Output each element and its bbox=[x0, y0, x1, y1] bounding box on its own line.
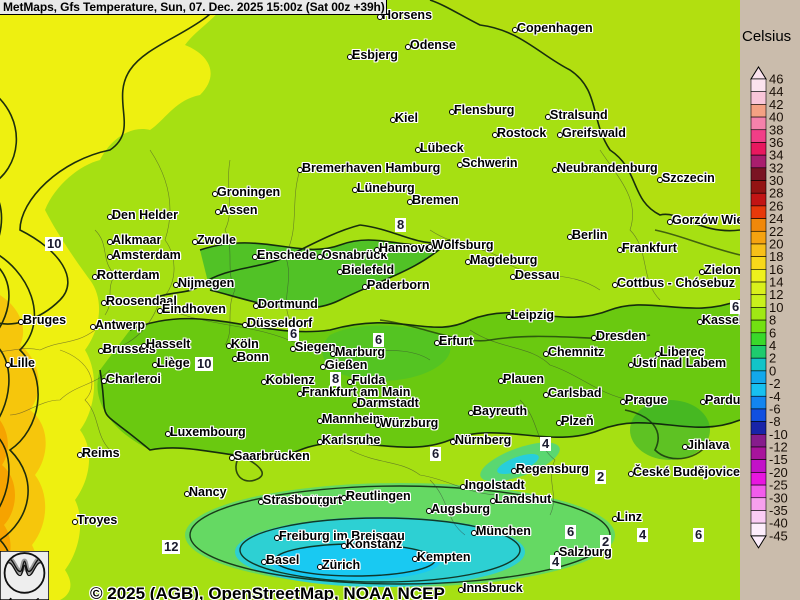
svg-text:-45: -45 bbox=[769, 528, 788, 543]
